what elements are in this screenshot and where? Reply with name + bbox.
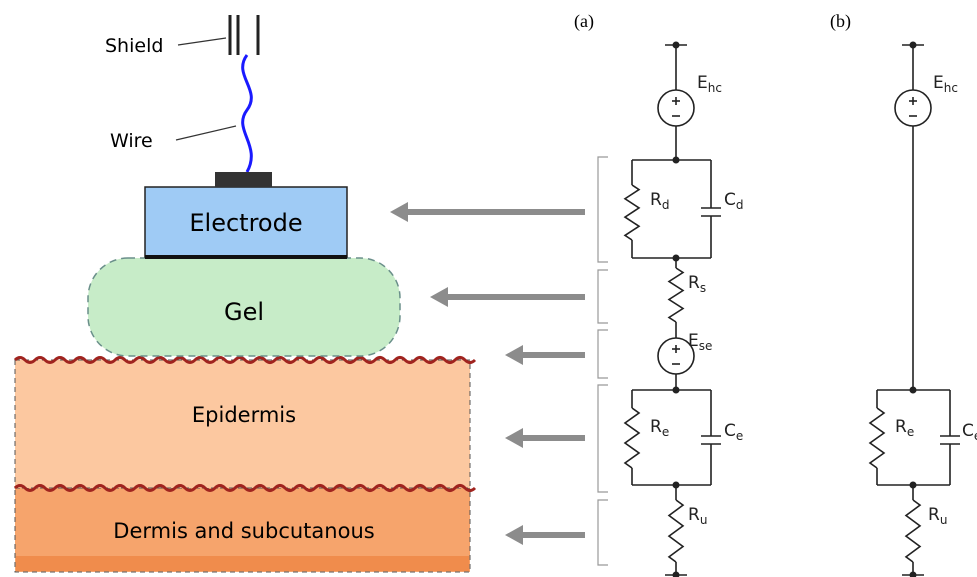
resistor <box>667 267 685 323</box>
component-label: Ce <box>724 421 743 443</box>
label-symbol: R <box>688 505 700 525</box>
label-symbol: C <box>962 421 974 441</box>
component-label: Ce <box>962 421 977 443</box>
label-symbol: R <box>650 190 662 210</box>
wire-label: Wire <box>110 130 153 152</box>
node-dot <box>672 156 680 164</box>
label-subscript: e <box>907 425 914 439</box>
component-label: Ru <box>928 505 947 527</box>
wire-cable <box>241 54 253 173</box>
component-label: Re <box>895 417 914 439</box>
node-dot <box>909 386 917 394</box>
gel-label: Gel <box>224 298 264 326</box>
electrode-label: Electrode <box>189 209 302 237</box>
node-dot <box>672 386 680 394</box>
source <box>657 89 695 127</box>
label-subscript: hc <box>708 81 722 95</box>
component-label: Ehc <box>697 73 722 95</box>
arrows <box>390 202 585 545</box>
component-label: Rd <box>650 190 669 212</box>
resistor <box>623 407 641 469</box>
shield-pointer <box>177 37 227 46</box>
node-dot <box>909 571 917 577</box>
label-subscript: d <box>662 198 670 212</box>
label-subscript: hc <box>944 81 958 95</box>
dermis-label: Dermis and subcutanous <box>113 519 374 543</box>
shield-label: Shield <box>105 35 163 57</box>
resistor <box>623 184 641 241</box>
label-symbol: C <box>724 190 736 210</box>
label-subscript: e <box>974 429 977 443</box>
gel-layer <box>87 257 401 357</box>
label-subscript: d <box>736 198 744 212</box>
shield-plates <box>228 15 260 55</box>
wire-pointer <box>175 125 237 141</box>
label-subscript: u <box>700 513 708 527</box>
component-label: Ese <box>688 331 712 353</box>
component-label: Ru <box>688 505 707 527</box>
component-label: Ehc <box>933 73 958 95</box>
label-symbol: E <box>688 331 699 351</box>
circuits: EhcRdCdRsEseReCeRuEhcReCeRu <box>623 41 977 577</box>
resistor <box>868 407 886 469</box>
label-symbol: R <box>650 417 662 437</box>
panel-b-label: (b) <box>830 11 851 32</box>
label-subscript: s <box>700 281 706 295</box>
resistor <box>667 499 685 563</box>
component-label: Rs <box>688 273 706 295</box>
panel-a-label: (a) <box>574 11 594 32</box>
label-subscript: e <box>662 425 669 439</box>
electrode-pad <box>215 172 272 187</box>
source <box>894 89 932 127</box>
epidermis-border <box>13 356 477 364</box>
component-label: Re <box>650 417 669 439</box>
component-label: Cd <box>724 190 744 212</box>
label-symbol: E <box>933 73 944 93</box>
dermis-bottom <box>16 556 469 571</box>
label-symbol: C <box>724 421 736 441</box>
label-symbol: R <box>895 417 907 437</box>
brackets <box>597 156 608 566</box>
label-symbol: R <box>928 505 940 525</box>
label-subscript: se <box>699 339 713 353</box>
label-subscript: e <box>736 429 743 443</box>
label-symbol: R <box>688 273 700 293</box>
resistor <box>904 499 922 563</box>
electrode-block <box>144 186 348 258</box>
label-subscript: u <box>940 513 948 527</box>
epidermis-layer <box>14 359 471 489</box>
dermis-border <box>13 484 477 492</box>
label-symbol: E <box>697 73 708 93</box>
node-dot <box>672 571 680 577</box>
epidermis-label: Epidermis <box>192 403 296 427</box>
electrode-base <box>145 255 347 259</box>
